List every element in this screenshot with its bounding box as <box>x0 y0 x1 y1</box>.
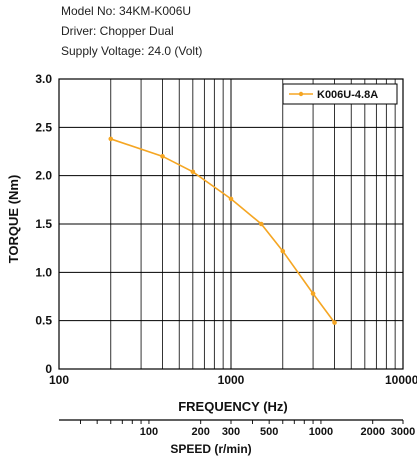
secondary-tick-label: 200 <box>192 426 210 438</box>
series-point <box>108 136 114 142</box>
y-tick-label: 0 <box>45 362 52 376</box>
y-tick-label: 3.0 <box>35 72 52 86</box>
secondary-axis-title: SPEED (r/min) <box>170 442 251 456</box>
y-axis-title: TORQUE (Nm) <box>6 175 21 264</box>
series-point <box>280 248 286 254</box>
secondary-tick-label: 500 <box>260 426 278 438</box>
y-tick-label: 0.5 <box>35 314 52 328</box>
y-tick-label: 2.0 <box>35 169 52 183</box>
legend-marker-sample <box>298 91 304 97</box>
x-tick-label: 1000 <box>218 373 245 387</box>
y-tick-label: 1.5 <box>35 217 52 231</box>
driver-type: Driver: Chopper Dual <box>61 24 174 38</box>
secondary-tick-label: 300 <box>222 426 240 438</box>
series-layer <box>108 136 337 325</box>
y-tick-label: 1.0 <box>35 265 52 279</box>
plot-frame <box>58 78 404 370</box>
supply-voltage: Supply Voltage: 24.0 (Volt) <box>61 44 203 58</box>
series-point <box>228 196 234 202</box>
secondary-tick-label: 2000 <box>360 426 384 438</box>
x-axis-title: FREQUENCY (Hz) <box>178 399 288 414</box>
model-number: Model No: 34KM-K006U <box>61 4 192 18</box>
y-tick-label: 2.5 <box>35 120 52 134</box>
series-point <box>258 221 264 227</box>
series-point <box>160 154 165 159</box>
series-point <box>310 291 316 296</box>
legend-box <box>282 83 398 105</box>
secondary-tick-label: 3000 <box>391 426 415 438</box>
series-line <box>110 138 336 324</box>
series-point <box>332 320 337 325</box>
x-tick-label: 10000 <box>385 373 417 387</box>
axis-layer: 0 0.5 1.0 1.5 2.0 2.5 3.0 100 1000 10000 100 200 300… <box>35 72 417 438</box>
x-tick-label: 100 <box>49 373 69 387</box>
secondary-tick-label: 1000 <box>309 426 333 438</box>
series-point <box>190 169 196 175</box>
grid-layer <box>58 78 404 370</box>
legend: K006U-4.8A <box>282 83 398 105</box>
secondary-tick-label: 100 <box>140 426 158 438</box>
legend-series-label: K006U-4.8A <box>317 89 378 101</box>
